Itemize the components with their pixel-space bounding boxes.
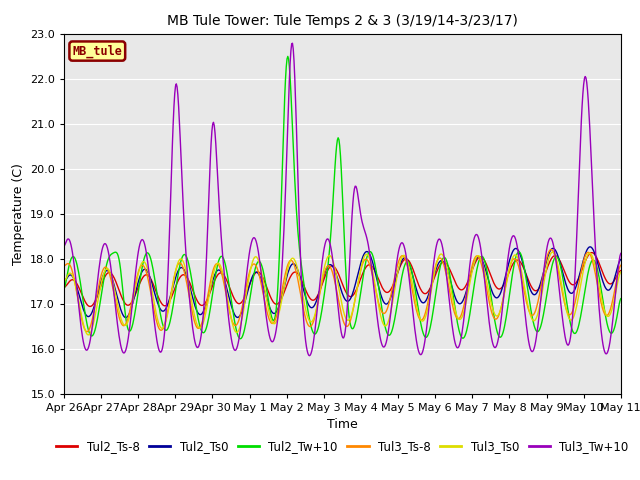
- Tul2_Ts0: [122, 315, 130, 321]
- Tul2_Ts-8: [588, 250, 596, 255]
- Tul3_Tw+10: [617, 251, 625, 256]
- Tul2_Ts-8: [60, 285, 68, 290]
- Tul2_Ts-8: [428, 283, 435, 289]
- Tul3_Ts-8: [428, 283, 435, 289]
- Tul2_Ts-8: [70, 277, 78, 283]
- Tul2_Ts-8: [214, 272, 222, 277]
- Tul3_Ts-8: [60, 263, 68, 269]
- Tul3_Ts0: [214, 260, 222, 266]
- Tul2_Tw+10: [237, 336, 244, 342]
- Tul3_Ts-8: [411, 300, 419, 306]
- Tul3_Tw+10: [70, 261, 78, 267]
- Tul3_Ts0: [411, 294, 419, 300]
- Tul3_Ts0: [185, 281, 193, 287]
- Tul2_Tw+10: [184, 258, 192, 264]
- Tul3_Ts0: [60, 278, 68, 284]
- Tul2_Ts0: [60, 278, 68, 284]
- Line: Tul2_Ts-8: Tul2_Ts-8: [64, 252, 621, 306]
- Tul2_Tw+10: [428, 316, 436, 322]
- Tul2_Ts0: [617, 257, 625, 263]
- Tul3_Ts-8: [83, 329, 91, 335]
- Tul2_Tw+10: [617, 296, 625, 301]
- Tul3_Ts0: [549, 249, 557, 255]
- Tul2_Ts0: [586, 244, 594, 250]
- Tul2_Tw+10: [60, 286, 68, 292]
- Tul2_Ts-8: [86, 303, 94, 309]
- Tul2_Ts-8: [411, 271, 419, 277]
- Tul2_Tw+10: [412, 289, 419, 295]
- Line: Tul2_Ts0: Tul2_Ts0: [64, 247, 621, 318]
- Tul3_Ts-8: [128, 297, 136, 303]
- Tul3_Tw+10: [289, 40, 296, 46]
- Tul2_Ts0: [185, 280, 193, 286]
- Line: Tul3_Tw+10: Tul3_Tw+10: [64, 43, 621, 356]
- Tul3_Tw+10: [60, 243, 68, 249]
- Tul3_Ts-8: [617, 263, 625, 268]
- Line: Tul2_Tw+10: Tul2_Tw+10: [64, 56, 621, 339]
- Tul3_Tw+10: [127, 310, 135, 315]
- Tul3_Ts0: [428, 289, 435, 295]
- Tul3_Tw+10: [428, 276, 436, 282]
- Tul3_Ts0: [617, 269, 625, 275]
- Tul2_Tw+10: [127, 326, 135, 332]
- Tul2_Ts0: [428, 284, 435, 289]
- Line: Tul3_Ts-8: Tul3_Ts-8: [64, 250, 621, 332]
- Tul3_Ts-8: [70, 276, 78, 281]
- Text: MB_tule: MB_tule: [72, 44, 122, 58]
- Tul3_Ts-8: [214, 262, 222, 267]
- X-axis label: Time: Time: [327, 418, 358, 431]
- Tul2_Tw+10: [284, 53, 292, 59]
- Tul2_Ts0: [214, 267, 222, 273]
- Tul3_Tw+10: [306, 353, 314, 359]
- Tul2_Ts-8: [185, 277, 193, 283]
- Tul3_Ts0: [70, 277, 78, 283]
- Legend: Tul2_Ts-8, Tul2_Ts0, Tul2_Tw+10, Tul3_Ts-8, Tul3_Ts0, Tul3_Tw+10: Tul2_Ts-8, Tul2_Ts0, Tul2_Tw+10, Tul3_Ts…: [51, 435, 634, 458]
- Tul2_Ts0: [411, 281, 419, 287]
- Tul3_Ts-8: [547, 247, 555, 252]
- Tul3_Tw+10: [412, 332, 419, 338]
- Tul3_Tw+10: [214, 168, 221, 174]
- Tul2_Ts-8: [617, 268, 625, 274]
- Tul2_Ts-8: [128, 299, 136, 304]
- Tul2_Ts0: [70, 276, 78, 282]
- Tul2_Tw+10: [70, 254, 78, 260]
- Line: Tul3_Ts0: Tul3_Ts0: [64, 252, 621, 335]
- Tul2_Tw+10: [214, 263, 221, 269]
- Tul3_Ts0: [84, 332, 92, 338]
- Tul3_Ts0: [128, 302, 136, 308]
- Tul2_Ts0: [128, 302, 136, 308]
- Tul3_Ts-8: [185, 290, 193, 296]
- Y-axis label: Temperature (C): Temperature (C): [12, 163, 24, 264]
- Title: MB Tule Tower: Tule Temps 2 & 3 (3/19/14-3/23/17): MB Tule Tower: Tule Temps 2 & 3 (3/19/14…: [167, 14, 518, 28]
- Tul3_Tw+10: [184, 277, 192, 283]
